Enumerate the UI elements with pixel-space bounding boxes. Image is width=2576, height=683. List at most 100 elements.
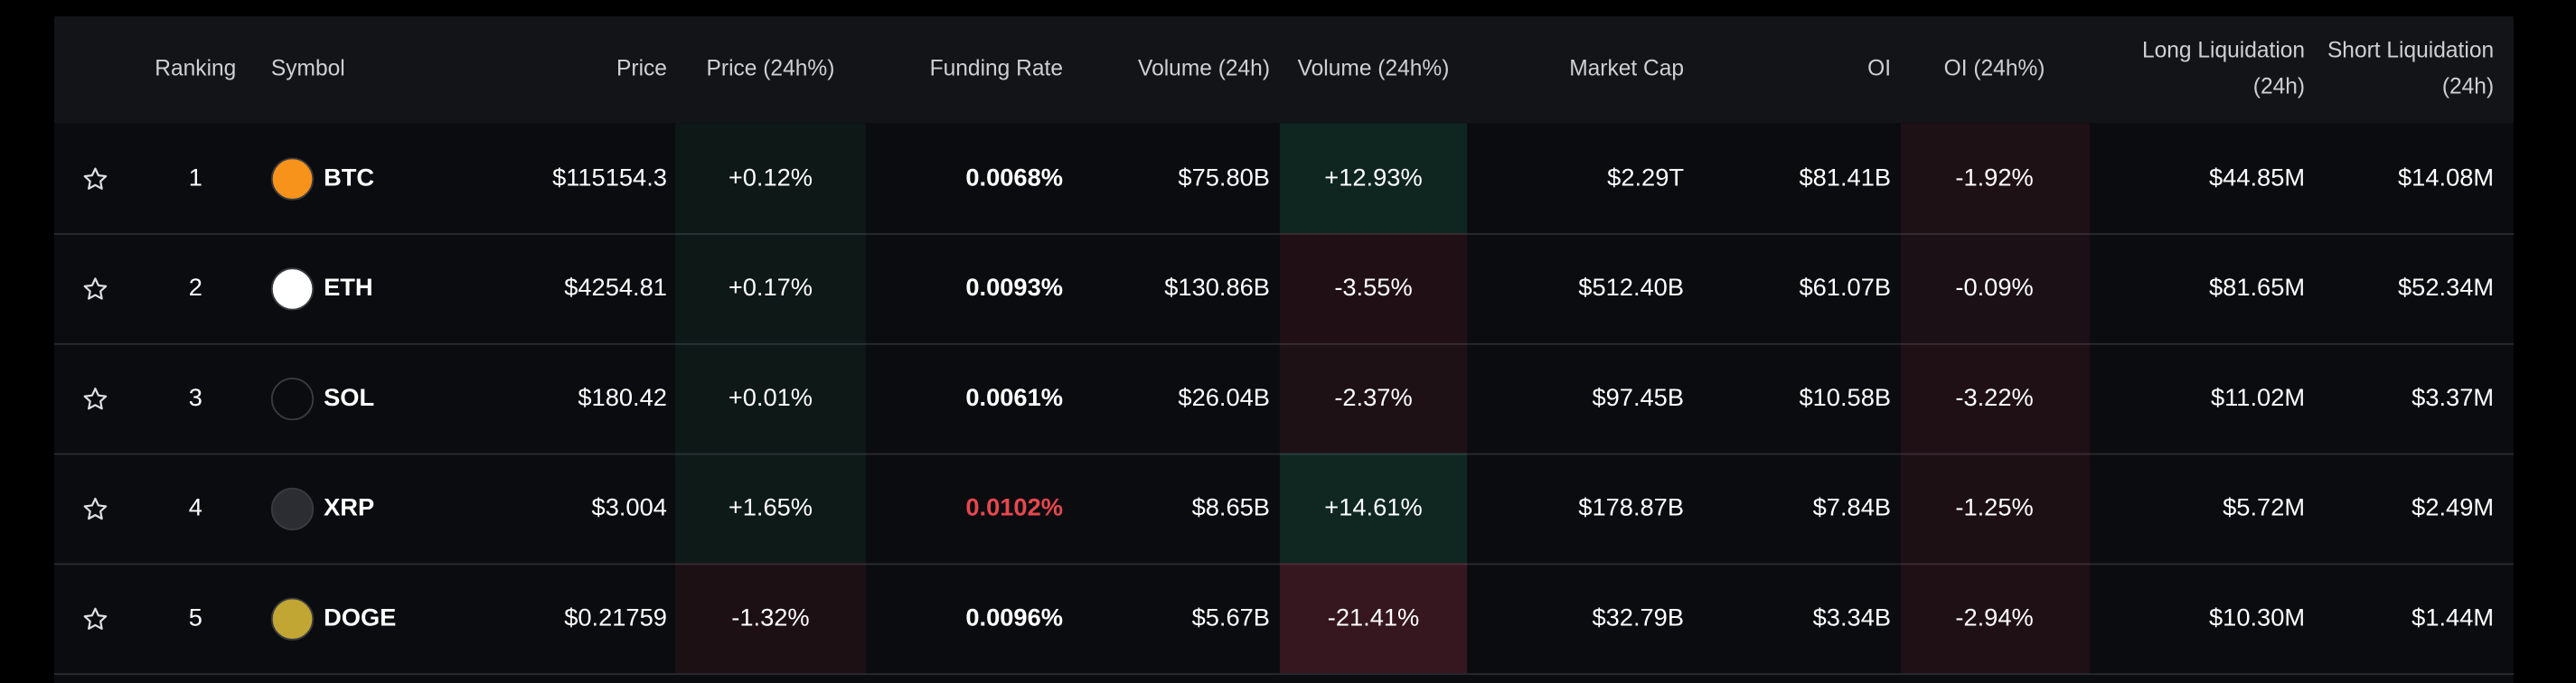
symbol[interactable]: DOGE <box>324 603 397 632</box>
volume: $75.80B <box>1178 163 1271 192</box>
coin-icon <box>270 486 315 530</box>
favorite-star[interactable] <box>82 385 108 411</box>
column-header: OI (24h%) <box>1943 55 2045 81</box>
price: $4254.81 <box>564 273 667 302</box>
long-liq: $81.65M <box>2208 273 2306 302</box>
oi-change: -1.25% <box>1955 493 2034 522</box>
volume: $5.67B <box>1191 603 1271 632</box>
change-cell <box>1900 123 2090 234</box>
market-cap: $512.40B <box>1578 273 1685 302</box>
favorite-star[interactable] <box>82 165 108 192</box>
short-liq: $1.44M <box>2411 603 2495 632</box>
change-cell <box>675 233 866 343</box>
short-liq: $2.49M <box>2411 493 2495 522</box>
column-header: Symbol <box>270 55 345 81</box>
coin-icon <box>270 377 315 420</box>
coin-icon <box>270 156 315 200</box>
favorite-star[interactable] <box>82 605 108 632</box>
row-separator <box>53 233 2514 235</box>
funding-rate: 0.0068% <box>965 163 1063 192</box>
oi-change: -2.94% <box>1955 603 2034 632</box>
column-header: Short Liquidation (24h) <box>2327 37 2495 99</box>
rank: 2 <box>188 273 202 302</box>
change-cell <box>1279 233 1468 343</box>
volume-change: +14.61% <box>1324 493 1423 522</box>
oi: $7.84B <box>1812 493 1892 522</box>
table-header <box>53 16 2514 124</box>
funding-rate: 0.0102% <box>965 493 1063 522</box>
table-body <box>53 123 2514 683</box>
change-cell <box>675 453 866 564</box>
change-cell <box>675 563 866 674</box>
long-liq: $10.30M <box>2208 603 2306 632</box>
coin-icon <box>270 267 315 310</box>
oi: $81.41B <box>1799 163 1892 192</box>
volume: $8.65B <box>1191 493 1271 522</box>
change-cell <box>1279 342 1468 454</box>
short-liq: $52.34M <box>2398 273 2495 302</box>
favorite-star[interactable] <box>82 495 108 521</box>
long-liq: $44.85M <box>2208 163 2306 192</box>
oi: $61.07B <box>1799 273 1892 302</box>
rank: 1 <box>188 163 202 192</box>
column-header: Ranking <box>155 55 237 81</box>
volume: $130.86B <box>1164 273 1271 302</box>
column-header: Funding Rate <box>929 55 1063 81</box>
column-header: Price (24h%) <box>706 55 835 81</box>
symbol[interactable]: ETH <box>324 273 373 302</box>
funding-rate: 0.0061% <box>965 383 1063 412</box>
long-liq: $11.02M <box>2211 383 2306 412</box>
change-cell <box>1900 342 2090 454</box>
column-header: Price <box>616 55 667 81</box>
price-change: -1.32% <box>731 603 810 632</box>
row-separator <box>53 342 2514 345</box>
favorite-star[interactable] <box>82 275 108 301</box>
price: $0.21759 <box>564 603 667 632</box>
row-separator <box>53 453 2514 455</box>
symbol[interactable]: SOL <box>324 383 375 412</box>
price: $115154.3 <box>552 163 667 192</box>
price-change: +0.01% <box>728 383 813 412</box>
oi-change: -1.92% <box>1955 163 2034 192</box>
column-header: Volume (24h) <box>1138 55 1271 81</box>
funding-rate: 0.0096% <box>965 603 1063 632</box>
market-cap: $32.79B <box>1592 603 1685 632</box>
symbol[interactable]: BTC <box>324 163 375 192</box>
change-cell <box>1900 453 2090 564</box>
volume-change: +12.93% <box>1324 163 1423 192</box>
volume-change: -2.37% <box>1334 383 1413 412</box>
change-cell <box>675 123 866 234</box>
market-cap: $2.29T <box>1607 163 1685 192</box>
change-cell <box>1900 563 2090 674</box>
column-header: Long Liquidation (24h) <box>2141 37 2306 99</box>
rank: 4 <box>188 493 202 522</box>
row-separator <box>53 563 2514 566</box>
volume: $26.04B <box>1178 383 1271 412</box>
price-change: +1.65% <box>728 493 813 522</box>
row-separator <box>53 673 2514 676</box>
column-header: OI <box>1867 55 1892 81</box>
coin-icon <box>270 596 315 640</box>
oi-change: -3.22% <box>1955 383 2034 412</box>
change-cell <box>1279 563 1468 674</box>
market-cap: $97.45B <box>1592 383 1685 412</box>
rank: 5 <box>188 603 202 632</box>
short-liq: $14.08M <box>2398 163 2495 192</box>
change-cell <box>1279 123 1468 234</box>
oi-change: -0.09% <box>1955 273 2034 302</box>
change-cell <box>1279 453 1468 564</box>
volume-change: -3.55% <box>1334 273 1413 302</box>
price-change: +0.12% <box>728 163 813 192</box>
volume-change: -21.41% <box>1327 603 1420 632</box>
symbol[interactable]: XRP <box>324 493 375 522</box>
change-cell <box>1900 233 2090 343</box>
oi: $3.34B <box>1812 603 1892 632</box>
column-header: Volume (24h%) <box>1297 55 1450 81</box>
price-change: +0.17% <box>728 273 813 302</box>
funding-rate: 0.0093% <box>965 273 1063 302</box>
price: $3.004 <box>591 493 667 522</box>
oi: $10.58B <box>1799 383 1892 412</box>
long-liq: $5.72M <box>2223 493 2306 522</box>
price: $180.42 <box>578 383 667 412</box>
